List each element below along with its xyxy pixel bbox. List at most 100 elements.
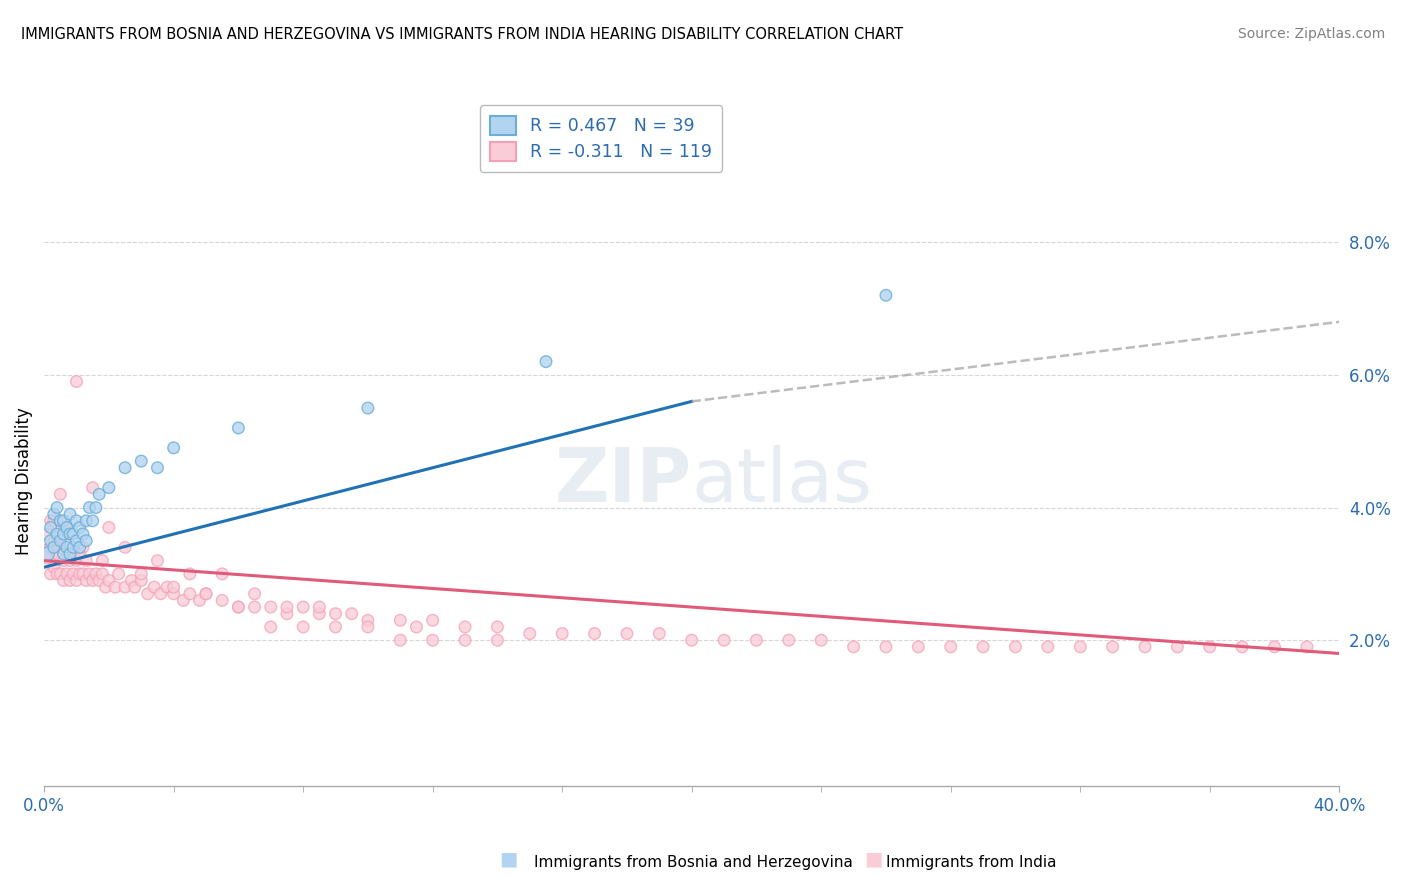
- Point: [1230, 640, 1253, 654]
- Point: [243, 600, 266, 615]
- Point: [454, 620, 477, 634]
- Point: [65, 514, 87, 528]
- Point: [121, 574, 143, 588]
- Point: [49, 514, 72, 528]
- Point: [454, 633, 477, 648]
- Point: [94, 580, 117, 594]
- Point: [69, 541, 91, 555]
- Point: [104, 580, 127, 594]
- Point: [52, 527, 75, 541]
- Point: [260, 620, 283, 634]
- Point: [260, 600, 283, 615]
- Point: [405, 620, 427, 634]
- Point: [91, 566, 114, 581]
- Point: [65, 574, 87, 588]
- Point: [62, 566, 84, 581]
- Point: [49, 533, 72, 548]
- Point: [1069, 640, 1091, 654]
- Point: [49, 487, 72, 501]
- Point: [228, 421, 250, 435]
- Point: [124, 580, 146, 594]
- Point: [1036, 640, 1059, 654]
- Point: [357, 620, 380, 634]
- Point: [308, 600, 330, 615]
- Point: [37, 547, 59, 561]
- Point: [65, 553, 87, 567]
- Point: [389, 613, 412, 627]
- Point: [149, 587, 172, 601]
- Point: [1133, 640, 1156, 654]
- Point: [55, 520, 77, 534]
- Point: [46, 547, 69, 561]
- Point: [107, 566, 129, 581]
- Text: Source: ZipAtlas.com: Source: ZipAtlas.com: [1237, 27, 1385, 41]
- Point: [422, 613, 444, 627]
- Point: [52, 547, 75, 561]
- Point: [681, 633, 703, 648]
- Point: [1166, 640, 1188, 654]
- Point: [79, 566, 101, 581]
- Point: [72, 527, 94, 541]
- Point: [162, 587, 184, 601]
- Point: [59, 527, 82, 541]
- Point: [228, 600, 250, 615]
- Point: [42, 533, 65, 548]
- Point: [52, 553, 75, 567]
- Point: [1101, 640, 1123, 654]
- Point: [42, 541, 65, 555]
- Point: [46, 500, 69, 515]
- Point: [276, 600, 298, 615]
- Point: [97, 574, 120, 588]
- Point: [52, 574, 75, 588]
- Point: [39, 520, 62, 534]
- Point: [146, 460, 169, 475]
- Point: [75, 533, 97, 548]
- Point: [89, 574, 111, 588]
- Point: [778, 633, 800, 648]
- Point: [55, 520, 77, 534]
- Point: [143, 580, 166, 594]
- Point: [179, 587, 201, 601]
- Point: [534, 354, 557, 368]
- Point: [551, 626, 574, 640]
- Point: [228, 600, 250, 615]
- Text: ZIP: ZIP: [554, 444, 692, 517]
- Point: [340, 607, 363, 621]
- Point: [52, 527, 75, 541]
- Point: [114, 541, 136, 555]
- Point: [583, 626, 606, 640]
- Point: [39, 514, 62, 528]
- Point: [486, 620, 509, 634]
- Point: [59, 547, 82, 561]
- Point: [84, 500, 107, 515]
- Point: [357, 401, 380, 415]
- Point: [46, 520, 69, 534]
- Point: [875, 640, 897, 654]
- Point: [46, 566, 69, 581]
- Point: [65, 533, 87, 548]
- Point: [129, 574, 152, 588]
- Point: [616, 626, 638, 640]
- Point: [1198, 640, 1220, 654]
- Point: [519, 626, 541, 640]
- Point: [422, 633, 444, 648]
- Point: [82, 574, 104, 588]
- Point: [75, 574, 97, 588]
- Point: [49, 514, 72, 528]
- Point: [37, 527, 59, 541]
- Point: [59, 553, 82, 567]
- Y-axis label: Hearing Disability: Hearing Disability: [15, 407, 32, 555]
- Point: [325, 620, 347, 634]
- Text: IMMIGRANTS FROM BOSNIA AND HERZEGOVINA VS IMMIGRANTS FROM INDIA HEARING DISABILI: IMMIGRANTS FROM BOSNIA AND HERZEGOVINA V…: [21, 27, 903, 42]
- Point: [810, 633, 832, 648]
- Point: [62, 547, 84, 561]
- Point: [1296, 640, 1319, 654]
- Point: [114, 580, 136, 594]
- Point: [97, 481, 120, 495]
- Point: [82, 514, 104, 528]
- Point: [156, 580, 179, 594]
- Point: [875, 288, 897, 302]
- Point: [42, 514, 65, 528]
- Point: [129, 454, 152, 468]
- Point: [136, 587, 159, 601]
